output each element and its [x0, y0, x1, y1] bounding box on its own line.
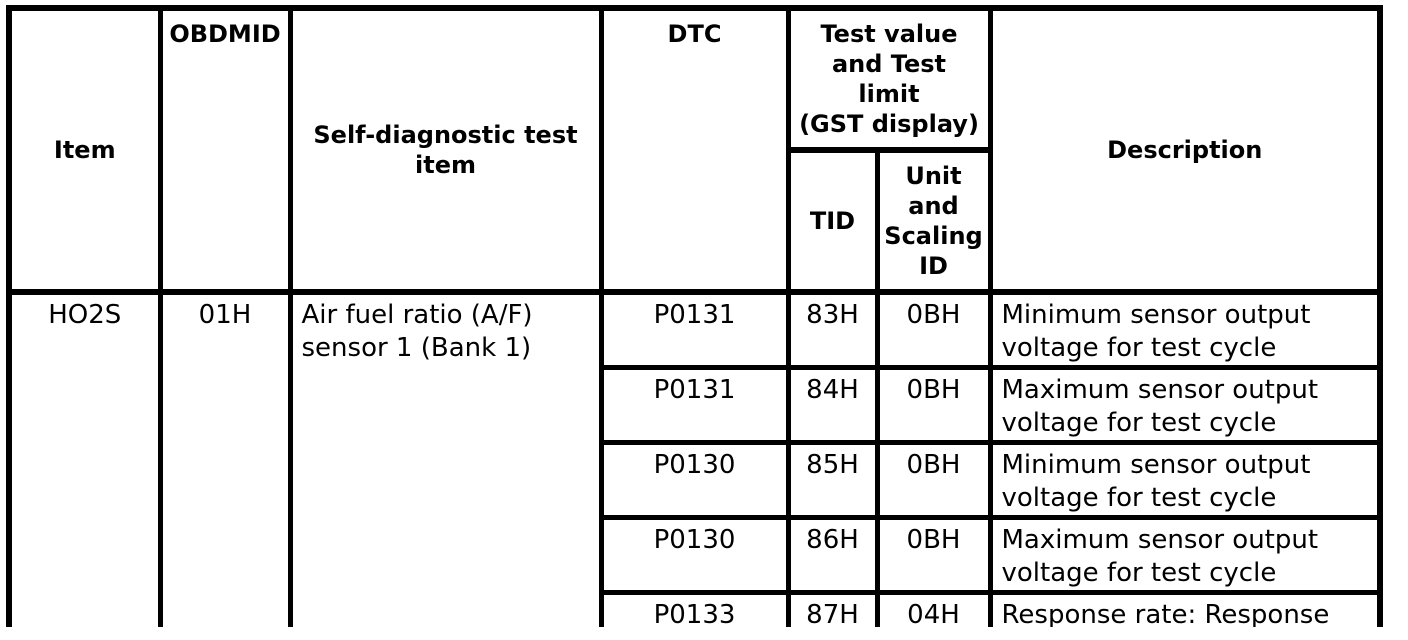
table-row: HO2S 01H Air fuel ratio (A/F) sensor 1 (… [6, 289, 1383, 627]
cell-unit-scaling-id: 04H [874, 590, 993, 627]
cell-tid: 86H [785, 515, 880, 595]
table-clip-region: Item OBDMID Self-diagnostic test item DT… [6, 5, 1384, 627]
cell-dtc: P0130 [598, 515, 791, 595]
cell-obdmid: 01H [157, 289, 293, 627]
cell-dtc: P0131 [598, 365, 791, 445]
diagnostic-test-table: Item OBDMID Self-diagnostic test item DT… [6, 5, 1383, 627]
cell-unit-scaling-id: 0BH [874, 515, 993, 595]
cell-dtc: P0133 [598, 590, 791, 627]
table-body: HO2S 01H Air fuel ratio (A/F) sensor 1 (… [6, 289, 1383, 627]
cell-description: Maximum sensor output voltage for test c… [987, 365, 1383, 445]
cell-unit-scaling-id: 0BH [874, 365, 993, 445]
cell-tid: 84H [785, 365, 880, 445]
table-row: P0130 85H 0BH Minimum sensor output volt… [9, 440, 1383, 520]
cell-unit-scaling-id: 0BH [874, 440, 993, 520]
cell-description: Maximum sensor output voltage for test c… [987, 515, 1383, 595]
cell-tid: 87H [785, 590, 880, 627]
table-row: P0130 86H 0BH Maximum sensor output volt… [9, 515, 1383, 595]
table-header: Item OBDMID Self-diagnostic test item DT… [6, 5, 1383, 295]
cell-item: HO2S [6, 289, 163, 627]
col-header-test-value-group: Test value and Test limit (GST display) [785, 5, 993, 153]
cell-tid: 85H [785, 440, 880, 520]
table-row: P0133 87H 04H Response rate: Response [9, 590, 1383, 627]
cell-unit-scaling-id: 0BH [874, 289, 993, 370]
cell-description: Minimum sensor output voltage for test c… [987, 289, 1383, 370]
cell-tid: 83H [785, 289, 880, 370]
cell-dtc: P0130 [598, 440, 791, 520]
cell-description: Response rate: Response [987, 590, 1383, 627]
table-row: P0131 84H 0BH Maximum sensor output volt… [9, 365, 1383, 445]
col-header-item: Item [6, 5, 163, 295]
col-header-tid: TID [785, 147, 880, 295]
col-header-unit-scaling-id: Unit and Scaling ID [874, 147, 993, 295]
col-header-obdmid: OBDMID [157, 5, 293, 295]
cell-self-diagnostic-test-item: Air fuel ratio (A/F) sensor 1 (Bank 1) [287, 289, 604, 627]
cell-description: Minimum sensor output voltage for test c… [987, 440, 1383, 520]
cell-dtc: P0131 [598, 289, 791, 370]
col-header-self-diagnostic-test-item: Self-diagnostic test item [287, 5, 604, 295]
col-header-description: Description [987, 5, 1383, 295]
col-header-dtc: DTC [598, 5, 791, 295]
